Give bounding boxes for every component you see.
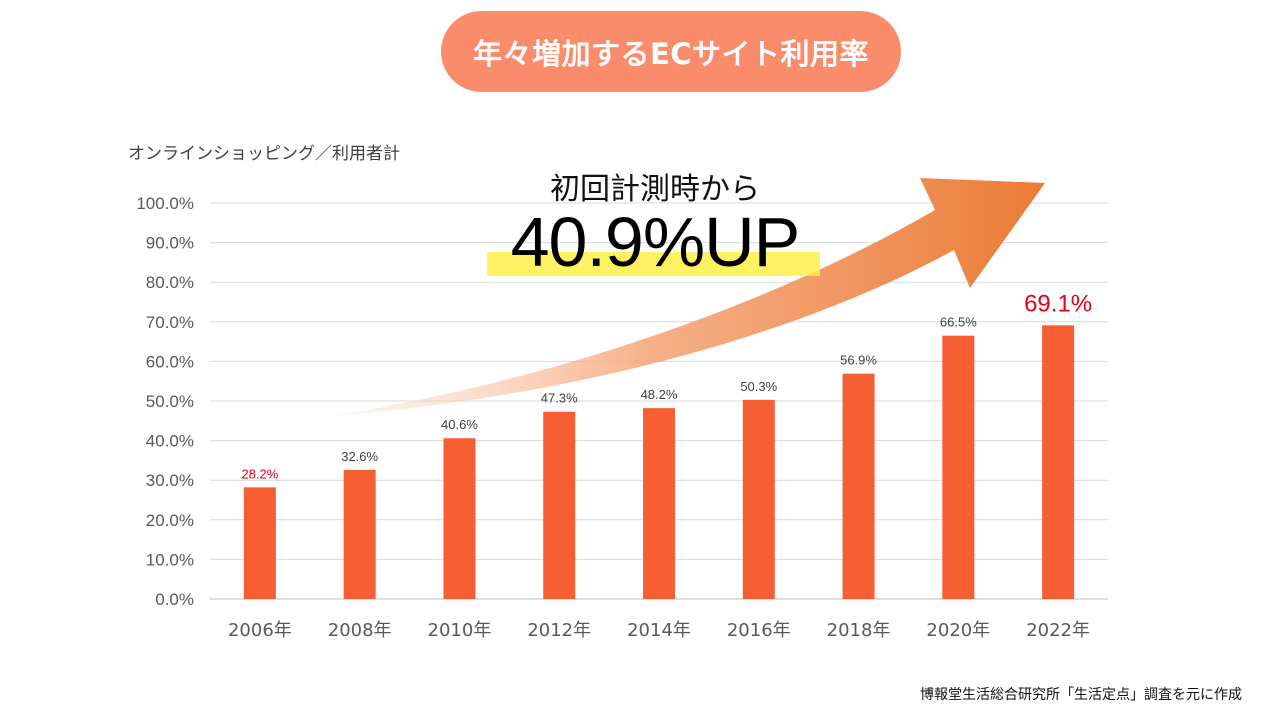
y-tick-label: 60.0% — [146, 352, 194, 371]
bar — [942, 335, 975, 599]
x-tick-label: 2010年 — [428, 620, 492, 641]
bar — [243, 487, 276, 599]
y-tick-label: 30.0% — [146, 471, 194, 490]
callout-value: 40.9%UP — [510, 203, 801, 281]
x-tick-label: 2020年 — [926, 620, 990, 641]
x-tick-label: 2012年 — [527, 620, 591, 641]
y-tick-label: 40.0% — [146, 432, 194, 451]
x-tick-label: 2018年 — [827, 620, 891, 641]
y-tick-label: 0.0% — [155, 590, 194, 609]
y-tick-label: 100.0% — [136, 194, 194, 213]
bar — [443, 438, 476, 599]
data-label: 40.6% — [441, 417, 478, 432]
y-tick-label: 80.0% — [146, 273, 194, 292]
marker-highlight — [487, 252, 820, 276]
source-note: 博報堂生活総合研究所「生活定点」調査を元に作成 — [920, 687, 1242, 703]
x-tick-label: 2014年 — [627, 620, 691, 641]
y-axis-title: オンラインショッピング／利用者計 — [128, 144, 400, 164]
data-label: 47.3% — [541, 391, 578, 406]
x-tick-label: 2008年 — [328, 620, 392, 641]
y-tick-label: 70.0% — [146, 313, 194, 332]
y-tick-label: 50.0% — [146, 392, 194, 411]
data-labels: 28.2% 32.6% 40.6% 47.3% 48.2% 50.3% 56.9% 66.5%… — [241, 290, 1092, 481]
bar — [1042, 325, 1075, 599]
data-label: 48.2% — [641, 387, 678, 402]
data-label: 32.6% — [341, 449, 378, 464]
bars — [243, 325, 1075, 599]
bar — [842, 373, 875, 599]
x-tick-label: 2006年 — [228, 620, 292, 641]
chart-title: 年々増加するECサイト利用率 — [441, 11, 901, 92]
x-tick-labels: 2006年 2008年 2010年 2012年 2014年 2016年 2018年 2020年… — [228, 620, 1090, 641]
data-label: 66.5% — [940, 315, 977, 330]
bar — [643, 408, 675, 599]
growth-arrow — [330, 178, 1045, 416]
growth-arrow-shape — [330, 178, 1045, 416]
bar — [543, 411, 576, 599]
callout-text: 初回計測時から — [550, 172, 760, 207]
data-label: 56.9% — [840, 353, 877, 368]
x-tick-label: 2016年 — [727, 620, 791, 641]
y-tick-labels: 0.0% 10.0% 20.0% 30.0% 40.0% 50.0% 60.0% 70.0% 8… — [136, 194, 194, 609]
data-label: 50.3% — [740, 379, 777, 394]
bar — [343, 469, 376, 599]
data-label: 28.2% — [241, 466, 278, 481]
bar — [742, 399, 775, 599]
y-tick-label: 20.0% — [146, 511, 194, 530]
x-tick-label: 2022年 — [1026, 620, 1090, 641]
y-tick-label: 90.0% — [146, 234, 194, 253]
data-label: 69.1% — [1024, 290, 1092, 317]
y-tick-label: 10.0% — [146, 550, 194, 569]
